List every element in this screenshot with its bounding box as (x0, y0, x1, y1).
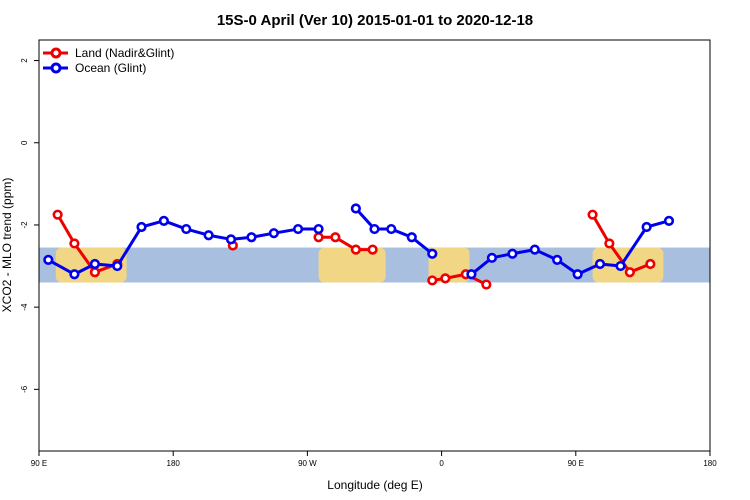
land-data-point (645, 258, 656, 270)
y-axis-label: XCO2 - MLO trend (ppm) (0, 178, 14, 313)
legend-ocean-marker (50, 62, 62, 74)
ocean-data-point (641, 221, 652, 233)
land-region-australia-east (592, 247, 664, 283)
ocean-data-point (406, 232, 417, 243)
ocean-data-point (246, 232, 257, 243)
x-tick-label: 180 (703, 459, 717, 468)
y-tick-label: -2 (20, 221, 29, 229)
ocean-data-point (386, 223, 397, 235)
land-data-point (69, 238, 80, 249)
x-tick-label: 90 W (298, 459, 317, 468)
land-data-point (52, 209, 63, 220)
ocean-series-line (470, 219, 670, 276)
y-tick-label: 0 (20, 140, 29, 145)
chart-title: 15S-0 April (Ver 10) 2015-01-01 to 2020-… (217, 12, 533, 29)
ocean-data-point (552, 254, 563, 265)
land-series-line (432, 272, 488, 286)
ocean-data-point (158, 215, 169, 226)
y-tick-label: -6 (20, 385, 29, 393)
land-data-point (481, 279, 492, 290)
ocean-data-point (268, 228, 279, 239)
ocean-data-point (203, 230, 214, 241)
legend-ocean-label: Ocean (Glint) (75, 61, 146, 75)
ocean-data-point (313, 223, 324, 235)
y-tick-label: -4 (20, 303, 29, 311)
x-tick-label: 90 E (31, 459, 47, 468)
axes: 90 E 180 90 W 0 90 E 180 2 0 -2 -4 -6 (20, 58, 717, 468)
ocean-data-point (529, 244, 540, 255)
ocean-data-point (615, 260, 626, 272)
ocean-data-point (112, 260, 123, 272)
land-data-point (440, 273, 451, 284)
land-data-point (367, 244, 378, 255)
x-tick-label: 90 E (568, 459, 584, 468)
ocean-data-point (369, 223, 380, 235)
legend-land-marker (50, 47, 62, 59)
land-data-point (313, 232, 324, 243)
ocean-data-point (225, 234, 237, 245)
plot-area (39, 203, 710, 290)
land-series-line (56, 213, 118, 274)
ocean-data-point (663, 215, 675, 226)
land-data-point (350, 244, 361, 255)
land-data-point (427, 275, 438, 286)
ocean-data-point (466, 269, 477, 280)
ocean-data-point (507, 248, 518, 259)
legend: Land (Nadir&Glint) Ocean (Glint) (43, 46, 174, 75)
x-tick-label: 0 (439, 459, 444, 468)
ocean-data-point (486, 252, 498, 263)
ocean-data-point (292, 223, 304, 235)
land-region-africa (428, 247, 470, 283)
ocean-data-point (594, 258, 606, 270)
land-data-point (89, 267, 101, 278)
ocean-data-point (572, 269, 583, 280)
ocean-data-point (43, 254, 54, 265)
legend-land-label: Land (Nadir&Glint) (75, 46, 174, 60)
x-axis-label: Longitude (deg E) (327, 478, 422, 492)
ocean-data-point (181, 223, 192, 235)
land-region-south-america (318, 247, 386, 283)
land-series-line (318, 235, 373, 252)
ocean-data-point (69, 269, 80, 280)
land-data-point (587, 209, 598, 220)
land-data-point (624, 267, 635, 278)
land-data-point (604, 238, 615, 249)
y-tick-label: 2 (20, 58, 29, 63)
x-tick-label: 180 (167, 459, 181, 468)
ocean-data-point (350, 203, 361, 214)
ocean-data-point (427, 248, 438, 259)
ocean-data-point (136, 221, 147, 233)
ocean-data-point (89, 258, 101, 270)
land-data-point (330, 232, 341, 243)
plot-frame (38, 39, 711, 452)
land-series-line (591, 213, 651, 274)
